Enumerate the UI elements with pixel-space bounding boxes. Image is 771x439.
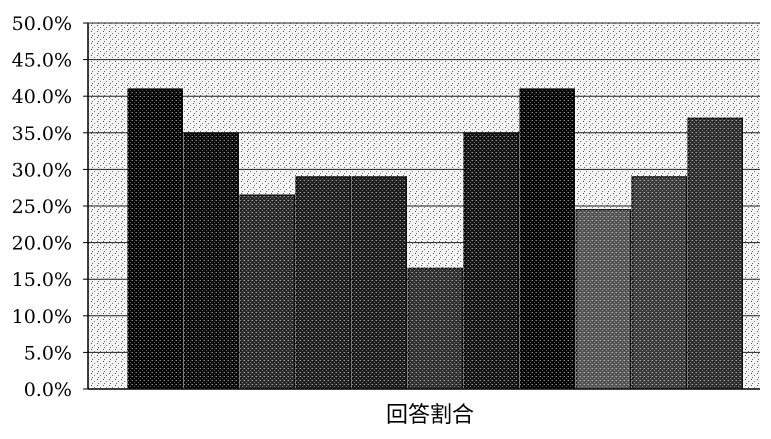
- y-tick-labels: 0.0% 5.0% 10.0% 15.0% 20.0% 25.0% 30.0% 35.0% 40…: [12, 13, 72, 401]
- bar: [519, 88, 575, 390]
- bar: [575, 209, 631, 390]
- y-tick-label: 20.0%: [12, 233, 72, 255]
- bar: [183, 132, 239, 390]
- bar: [407, 267, 463, 390]
- bar: [687, 117, 743, 390]
- bar: [351, 176, 407, 390]
- bar-texture: [240, 195, 295, 389]
- y-tick-label: 25.0%: [12, 196, 72, 218]
- y-tick-label: 50.0%: [12, 13, 72, 35]
- bar-texture: [576, 209, 631, 389]
- x-axis-label: 回答割合: [386, 403, 474, 428]
- bar-texture: [408, 268, 463, 389]
- bar-texture: [352, 176, 407, 389]
- bar: [631, 176, 687, 390]
- y-tick-label: 10.0%: [12, 306, 72, 328]
- bar-texture: [128, 88, 183, 389]
- y-tick-label: 30.0%: [12, 159, 72, 181]
- y-tick-label: 35.0%: [12, 123, 72, 145]
- bar: [463, 132, 519, 390]
- bar-texture: [296, 176, 351, 389]
- bar: [127, 88, 183, 390]
- bar-texture: [688, 118, 743, 389]
- bar-texture: [632, 176, 687, 389]
- y-tick-label: 45.0%: [12, 50, 72, 72]
- bar: [239, 194, 295, 390]
- bar: [295, 176, 351, 390]
- axes: [87, 23, 760, 390]
- y-tick-label: 40.0%: [12, 86, 72, 108]
- bar-texture: [464, 132, 519, 390]
- bar-texture: [184, 132, 239, 390]
- y-tick-label: 5.0%: [24, 342, 72, 364]
- y-tick-label: 0.0%: [24, 379, 72, 401]
- bar-texture: [520, 88, 575, 389]
- y-tick-label: 15.0%: [12, 269, 72, 291]
- bars: [127, 88, 743, 390]
